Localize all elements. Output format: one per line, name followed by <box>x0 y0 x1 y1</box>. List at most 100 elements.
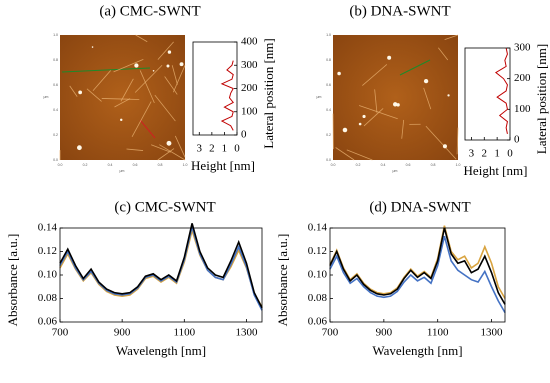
y-axis-label: Absorbance [a.u.] <box>275 234 290 327</box>
x-tick-label: 1300 <box>481 327 504 339</box>
x-tick-label: 0 <box>234 143 240 155</box>
afm-y-tick-label: 1.0 <box>53 33 58 37</box>
y-tick-label: 0.06 <box>38 316 58 328</box>
afm-y-tick-label: 0.2 <box>326 133 331 137</box>
fiber <box>423 87 432 110</box>
y-tick-label: 0 <box>514 134 520 146</box>
particle <box>91 46 94 48</box>
fiber <box>401 119 405 139</box>
particle <box>120 118 123 122</box>
fiber <box>374 89 378 113</box>
particle <box>77 145 82 151</box>
particle <box>179 62 184 67</box>
particle <box>337 71 341 76</box>
afm-y-unit: μm <box>317 95 322 99</box>
particle <box>396 103 400 107</box>
afm-y-tick-label: 0.8 <box>326 58 331 62</box>
y-tick-label: 0.14 <box>308 222 328 234</box>
chart-title: (a) CMC-SWNT <box>99 3 200 19</box>
fiber <box>154 94 176 122</box>
fiber <box>157 41 174 60</box>
y-tick-label: 100 <box>241 105 258 117</box>
y-tick-label: 400 <box>241 36 258 48</box>
particle <box>362 114 366 119</box>
afm-y-tick-label: 0.0 <box>53 158 58 162</box>
x-axis-label: Height [nm] <box>191 158 255 173</box>
y-tick-label: 0 <box>241 129 247 141</box>
x-tick-label: 1100 <box>427 327 449 339</box>
fiber <box>358 105 398 120</box>
y-tick-label: 200 <box>514 72 531 84</box>
fiber <box>346 149 373 161</box>
afm-x-tick-label: 0.8 <box>431 163 436 167</box>
x-axis-label: Height [nm] <box>464 163 528 178</box>
particle <box>442 144 447 149</box>
particle <box>134 63 139 68</box>
x-tick-label: 1 <box>222 143 228 155</box>
afm-y-tick-label: 0.6 <box>53 83 58 87</box>
y-tick-label: 100 <box>514 103 531 115</box>
plot-frame <box>59 227 263 323</box>
scan-line <box>61 67 151 73</box>
y-axis-label: Absorbance [a.u.] <box>5 234 20 327</box>
scan-line <box>399 59 431 76</box>
fiber <box>151 144 171 153</box>
data-line <box>59 227 263 308</box>
fiber <box>86 88 102 102</box>
x-tick-label: 700 <box>322 327 339 339</box>
fiber <box>113 58 144 73</box>
x-tick-label: 3 <box>197 143 203 155</box>
fiber <box>172 65 186 93</box>
afm-x-tick-label: 0.4 <box>381 163 386 167</box>
data-line <box>494 47 508 134</box>
afm-x-unit: μm <box>120 169 125 173</box>
data-line <box>220 60 235 131</box>
fiber <box>120 78 134 102</box>
fiber <box>363 108 384 127</box>
data-line <box>329 236 506 313</box>
fiber <box>159 144 186 161</box>
data-line <box>329 227 506 305</box>
afm-x-tick-label: 0.2 <box>356 163 361 167</box>
y-tick-label: 0.10 <box>308 269 328 281</box>
plot-frame <box>192 41 238 136</box>
y-axis-label: Lateral position [nm] <box>261 38 276 148</box>
x-tick-label: 3 <box>469 148 475 160</box>
y-tick-label: 300 <box>514 42 531 54</box>
afm-x-tick-label: 1.0 <box>183 163 188 167</box>
particle <box>167 50 172 54</box>
fiber <box>362 64 388 86</box>
fiber <box>425 125 457 160</box>
x-tick-label: 0 <box>507 148 513 160</box>
data-line <box>59 223 263 309</box>
afm-x-tick-label: 0.4 <box>108 163 113 167</box>
afm-image <box>59 34 186 161</box>
afm-x-tick-label: 0.8 <box>158 163 163 167</box>
x-axis-label: Wavelength [nm] <box>116 343 206 358</box>
particle <box>166 64 170 68</box>
particle <box>358 122 362 126</box>
afm-scan <box>60 35 185 160</box>
y-tick-label: 0.06 <box>308 316 328 328</box>
afm-image <box>332 34 459 161</box>
fiber <box>174 135 186 158</box>
afm-y-tick-label: 0.2 <box>53 133 58 137</box>
chart-title: (d) DNA-SWNT <box>369 199 470 215</box>
fiber <box>114 98 131 108</box>
fiber <box>164 76 178 95</box>
particle <box>387 55 392 60</box>
fiber <box>135 34 148 43</box>
afm-x-tick-label: 0.6 <box>406 163 411 167</box>
chart-title: (b) DNA-SWNT <box>349 3 450 19</box>
y-tick-label: 0.08 <box>38 292 58 304</box>
fiber <box>444 34 459 41</box>
data-line <box>59 223 263 311</box>
y-tick-label: 200 <box>241 82 258 94</box>
x-tick-label: 1300 <box>235 327 258 339</box>
y-tick-label: 300 <box>241 59 258 71</box>
afm-y-tick-label: 0.0 <box>326 158 331 162</box>
x-tick-label: 2 <box>209 143 215 155</box>
y-tick-label: 0.12 <box>308 245 327 257</box>
fiber <box>438 47 449 61</box>
